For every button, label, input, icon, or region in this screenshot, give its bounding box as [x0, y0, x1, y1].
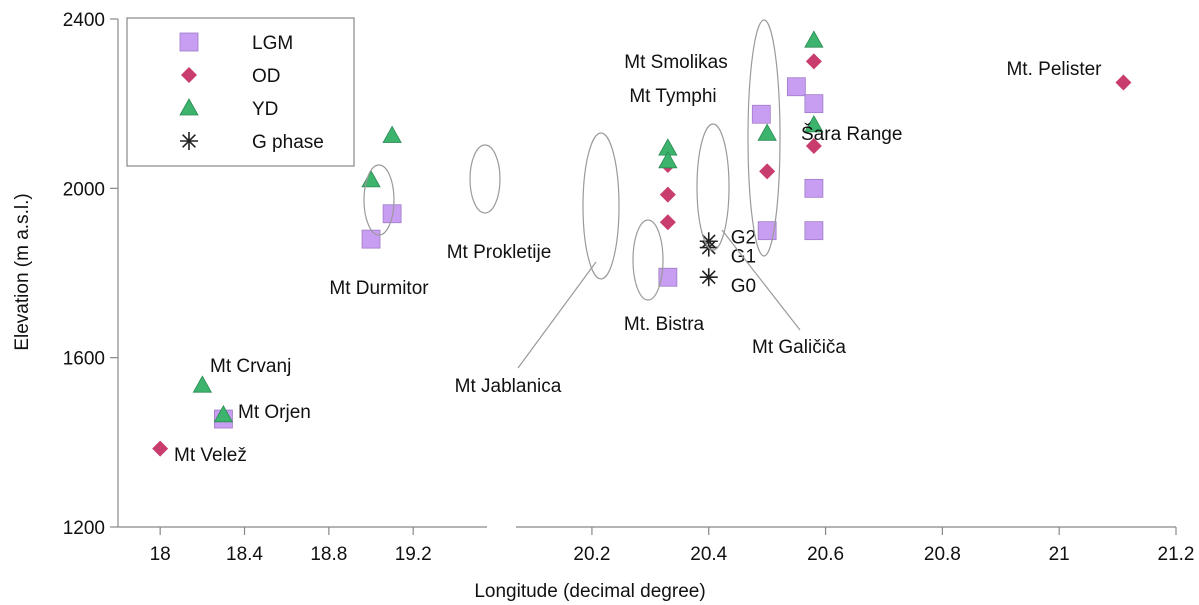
legend-marker	[181, 67, 197, 83]
point-od	[659, 186, 676, 203]
annotation-label: Mt Galičiča	[752, 337, 846, 358]
legend-label: G phase	[252, 132, 324, 153]
annotation-label: Mt. Bistra	[624, 314, 705, 335]
group-ellipse	[696, 123, 730, 251]
x-tick-label: 20.8	[924, 544, 961, 565]
annotation-label: Mt Prokletije	[447, 242, 552, 263]
point-lgm	[804, 94, 824, 114]
point-yd	[804, 115, 824, 133]
y-tick-label: 2400	[63, 10, 105, 31]
x-tick-label: 21	[1049, 544, 1070, 565]
point-yd	[361, 170, 381, 188]
x-tick-label: 18	[150, 544, 171, 565]
legend-label: OD	[252, 66, 281, 87]
legend-marker	[180, 132, 198, 150]
group-ellipse	[582, 132, 620, 280]
annotation-label: Mt. Pelister	[1006, 59, 1102, 80]
point-lgm	[804, 221, 824, 241]
x-tick-label: 18.8	[310, 544, 347, 565]
point-g-phase	[699, 268, 718, 287]
x-tick-label: 21.2	[1158, 544, 1195, 565]
point-yd	[658, 151, 678, 169]
x-tick-label: 20.6	[807, 544, 844, 565]
point-lgm	[786, 77, 806, 97]
point-lgm	[804, 178, 824, 198]
annotation-label: Mt Jablanica	[455, 376, 562, 397]
legend-marker	[179, 32, 199, 52]
point-yd	[757, 123, 777, 141]
annotation-label: Mt Orjen	[238, 402, 311, 423]
group-ellipse	[363, 164, 395, 236]
y-tick-label: 2000	[63, 179, 105, 200]
x-axis-label: Longitude (decimal degree)	[474, 581, 705, 602]
leader-line	[517, 261, 597, 369]
point-od	[659, 214, 676, 231]
x-tick-label: 18.4	[226, 544, 263, 565]
chart-marks: G2G1G0	[152, 30, 1132, 457]
legend-marker	[179, 98, 199, 116]
legend-label: YD	[252, 99, 278, 120]
point-yd	[192, 375, 213, 393]
point-yd	[213, 405, 234, 423]
x-tick-label: 20.2	[573, 544, 610, 565]
group-ellipse	[469, 144, 501, 214]
point-lgm	[361, 229, 381, 249]
point-od	[805, 138, 822, 154]
annotation-label: Mt Durmitor	[329, 278, 429, 299]
annotation-label: Mt Velež	[174, 445, 247, 466]
y-tick-label: 1200	[63, 518, 105, 539]
point-yd	[804, 30, 824, 48]
annotations: Mt Crvanj Mt Orjen Mt Velež Mt Durmitor Mt P…	[174, 52, 1102, 466]
g-point-label: G0	[731, 276, 756, 297]
legend: LGM OD YD G phase	[179, 32, 324, 153]
group-ellipse	[632, 219, 664, 301]
annotation-label: Mt Crvanj	[210, 356, 291, 377]
g-point-label: G2	[731, 227, 756, 248]
group-ellipse	[747, 19, 781, 257]
y-axis-label: Elevation (m a.s.l.)	[12, 193, 33, 350]
point-lgm	[382, 204, 402, 224]
x-tick-label: 19.2	[395, 544, 432, 565]
point-od	[1115, 74, 1132, 91]
annotation-label: Šara Range	[801, 123, 902, 145]
legend-label: LGM	[252, 33, 293, 54]
point-lgm	[757, 221, 777, 241]
point-yd	[382, 125, 402, 143]
point-lgm	[658, 267, 678, 287]
point-od	[152, 440, 169, 457]
legend-box	[126, 17, 355, 167]
x-tick-label: 20.4	[690, 544, 727, 565]
point-od	[759, 163, 776, 180]
point-od	[805, 53, 822, 70]
annotation-label: Mt Smolikas	[624, 52, 727, 73]
y-tick-label: 1600	[63, 349, 105, 370]
leader-line	[721, 229, 801, 331]
point-lgm	[751, 104, 771, 124]
annotation-label: Mt Tymphi	[629, 86, 716, 107]
